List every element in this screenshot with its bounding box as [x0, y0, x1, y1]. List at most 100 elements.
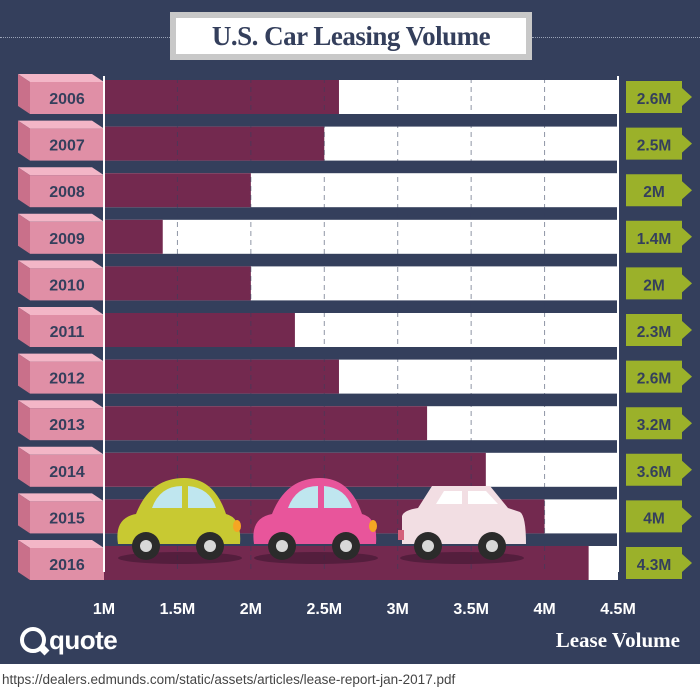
year-tab: [30, 548, 104, 580]
x-axis-title: Lease Volume: [555, 628, 680, 652]
year-tab-fold: [18, 74, 104, 82]
value-tab: [626, 360, 692, 393]
title-inner: U.S. Car Leasing Volume: [176, 18, 526, 54]
bar-row-2014: 2014 3.6M: [18, 446, 692, 487]
title-box: U.S. Car Leasing Volume: [170, 12, 532, 60]
bar-track: [104, 219, 618, 254]
value-label: 2.5M: [637, 138, 671, 155]
year-label: 2006: [49, 91, 85, 108]
year-tab-side: [18, 353, 30, 394]
value-label: 2.3M: [637, 324, 671, 341]
year-tab-side: [18, 167, 30, 208]
bar: [104, 313, 295, 347]
year-tab-fold: [18, 353, 104, 362]
year-tab: [30, 268, 104, 301]
value-label: 4M: [643, 510, 665, 527]
value-label: 3.6M: [637, 464, 671, 481]
x-tick-label: 3M: [387, 601, 409, 618]
value-label: 1.4M: [637, 231, 671, 248]
year-tab-fold: [18, 493, 104, 502]
year-tab-fold: [18, 400, 104, 409]
value-label: 2.6M: [637, 91, 671, 108]
value-tab: [626, 314, 692, 346]
bar-row-2011: 2011 2.3M: [18, 307, 692, 347]
value-tab: [626, 220, 692, 253]
value-tab: [626, 174, 692, 207]
x-tick-label: 2.5M: [306, 601, 342, 618]
year-tab: [30, 221, 104, 254]
year-tab-side: [18, 400, 30, 441]
year-tab-side: [18, 120, 30, 161]
car-body: [253, 478, 377, 544]
year-tab-fold: [18, 446, 104, 455]
value-tab: [626, 453, 692, 486]
x-tick-label: 2M: [240, 601, 262, 618]
logo-text: quote: [49, 624, 118, 655]
value-tab: [626, 407, 692, 440]
year-label: 2008: [49, 184, 85, 201]
bar: [104, 452, 486, 487]
bar-row-2007: 2007 2.5M: [18, 120, 692, 161]
quote-logo: quote: [20, 624, 118, 655]
car-window: [436, 491, 462, 504]
bar-chart: 2006 2.6M 2007 2.5M 2008 2M 2009 1.4M 2010 2M 2011…: [18, 74, 692, 618]
car-light: [398, 530, 404, 540]
car-hubcap: [486, 540, 498, 552]
car-window: [288, 486, 318, 508]
year-tab: [30, 82, 104, 114]
value-label: 2.6M: [637, 371, 671, 388]
car-light: [233, 520, 241, 532]
chart-title: U.S. Car Leasing Volume: [211, 20, 491, 51]
car-yellow-icon: [117, 478, 242, 564]
year-tab: [30, 454, 104, 487]
x-tick-label: 4.5M: [600, 601, 636, 618]
bar: [104, 219, 163, 254]
value-label: 2M: [643, 277, 665, 294]
x-tick-label: 1.5M: [160, 601, 196, 618]
bar: [104, 406, 428, 441]
title-rule-left: [0, 37, 170, 38]
year-tab-side: [18, 260, 30, 301]
year-tab: [30, 315, 104, 347]
car-hubcap: [204, 540, 216, 552]
year-tab-fold: [18, 540, 104, 548]
year-tab-side: [18, 493, 30, 534]
chart-frame: U.S. Car Leasing Volume 2006 2.6M 2007 2.5M…: [0, 0, 700, 664]
year-tab-fold: [18, 120, 104, 129]
year-label: 2014: [49, 464, 85, 481]
year-label: 2012: [49, 371, 85, 388]
quote-logo-icon: [20, 627, 46, 653]
car-window: [468, 491, 498, 504]
value-label: 4.3M: [637, 557, 671, 574]
bar-row-2013: 2013 3.2M: [18, 400, 692, 441]
year-tab-fold: [18, 167, 104, 176]
x-tick-label: 1M: [93, 601, 115, 618]
year-tab: [30, 175, 104, 208]
value-tab: [626, 81, 692, 113]
year-tab-fold: [18, 307, 104, 315]
year-label: 2015: [49, 510, 85, 527]
year-tab-side: [18, 213, 30, 254]
value-label: 3.2M: [637, 417, 671, 434]
x-tick-label: 4M: [533, 601, 555, 618]
car-body: [402, 486, 526, 544]
car-hubcap: [140, 540, 152, 552]
year-tab-side: [18, 540, 30, 580]
bar: [104, 126, 325, 161]
car-light: [369, 520, 377, 532]
car-white-icon: [398, 486, 526, 564]
source-url: https://dealers.edmunds.com/static/asset…: [2, 672, 456, 687]
year-tab-side: [18, 307, 30, 347]
bar-row-2009: 2009 1.4M: [18, 213, 692, 254]
year-label: 2009: [49, 231, 85, 248]
bar-row-2012: 2012 2.6M: [18, 353, 692, 394]
year-label: 2007: [49, 138, 85, 155]
year-tab: [30, 408, 104, 441]
car-window: [152, 486, 182, 508]
car-hubcap: [422, 540, 434, 552]
bar: [104, 80, 339, 114]
year-tab: [30, 128, 104, 161]
year-label: 2016: [49, 557, 85, 574]
car-hubcap: [340, 540, 352, 552]
year-tab-fold: [18, 213, 104, 222]
